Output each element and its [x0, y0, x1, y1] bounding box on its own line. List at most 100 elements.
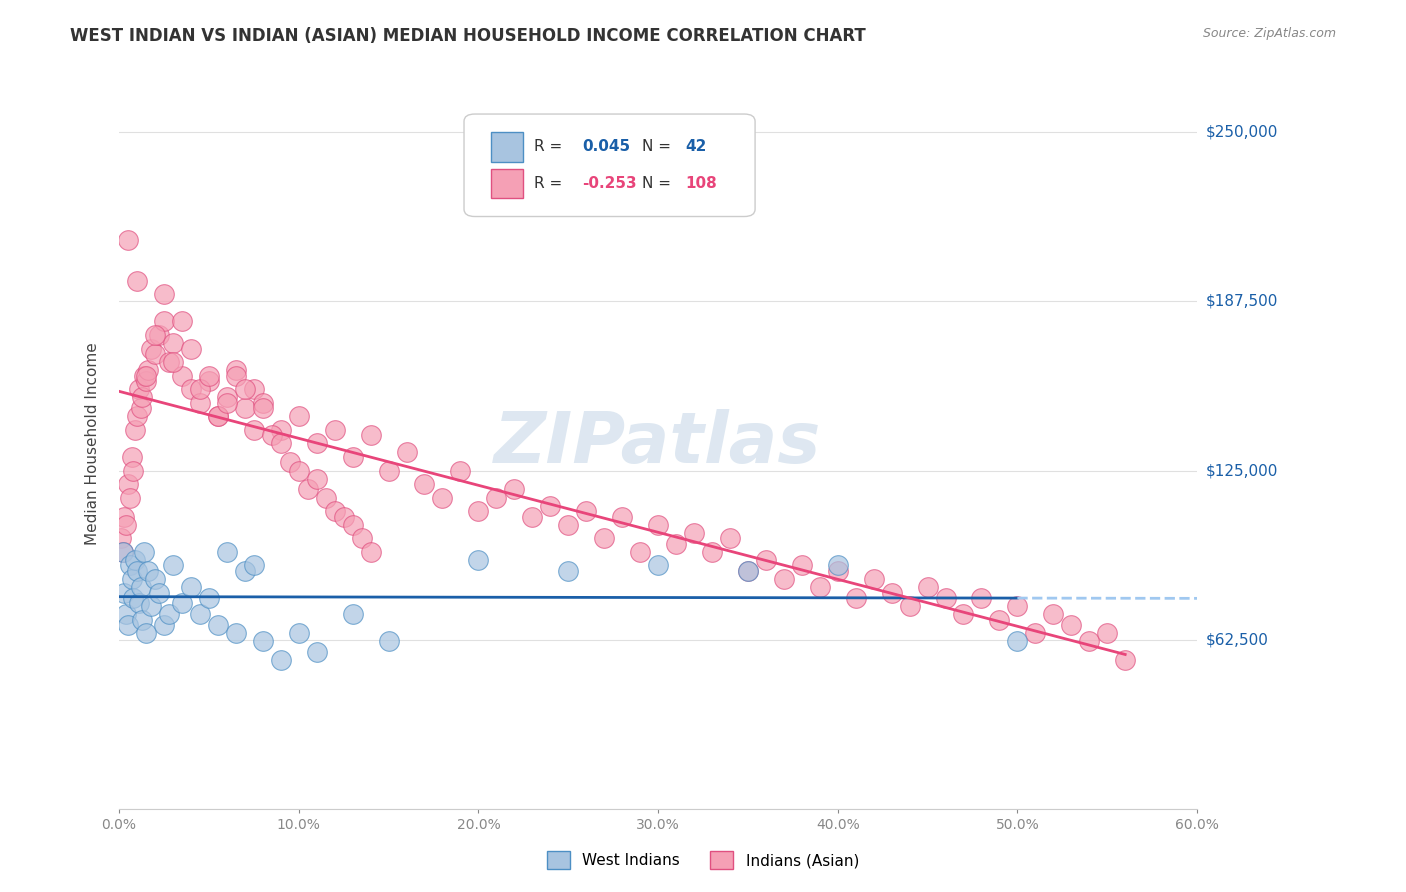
- Point: [342, 607, 364, 622]
- Point: [305, 472, 328, 486]
- Point: [233, 401, 256, 416]
- Point: [297, 483, 319, 497]
- Point: [225, 368, 247, 383]
- Text: ZIPatlas: ZIPatlas: [495, 409, 821, 478]
- Text: 0.045: 0.045: [582, 139, 631, 154]
- Point: [148, 585, 170, 599]
- Point: [128, 382, 150, 396]
- Point: [647, 558, 669, 573]
- Point: [1097, 626, 1119, 640]
- Point: [610, 509, 633, 524]
- Text: 42: 42: [685, 139, 706, 154]
- Text: R =: R =: [534, 139, 562, 154]
- Point: [252, 396, 274, 410]
- Point: [170, 596, 193, 610]
- Point: [148, 328, 170, 343]
- Point: [207, 409, 229, 424]
- Point: [862, 572, 884, 586]
- Point: [225, 363, 247, 377]
- Point: [110, 531, 132, 545]
- Point: [1060, 618, 1083, 632]
- Point: [377, 634, 399, 648]
- Point: [153, 618, 176, 632]
- Point: [898, 599, 921, 613]
- Point: [153, 287, 176, 301]
- Point: [845, 591, 868, 605]
- Point: [162, 336, 184, 351]
- Point: [243, 558, 266, 573]
- Point: [111, 545, 134, 559]
- Point: [233, 564, 256, 578]
- Point: [467, 504, 489, 518]
- Point: [1024, 626, 1046, 640]
- Point: [718, 531, 741, 545]
- Point: [215, 390, 238, 404]
- Point: [125, 564, 148, 578]
- Point: [207, 618, 229, 632]
- Point: [122, 463, 145, 477]
- Point: [395, 444, 418, 458]
- Point: [278, 455, 301, 469]
- Point: [243, 423, 266, 437]
- Point: [665, 537, 688, 551]
- Point: [755, 553, 778, 567]
- Legend: West Indians, Indians (Asian): West Indians, Indians (Asian): [541, 845, 865, 875]
- Point: [129, 401, 152, 416]
- Point: [575, 504, 598, 518]
- Point: [593, 531, 616, 545]
- Point: [700, 545, 723, 559]
- Point: [1078, 634, 1101, 648]
- Point: [413, 477, 436, 491]
- Point: [270, 423, 292, 437]
- Point: [124, 553, 146, 567]
- Point: [342, 450, 364, 464]
- Point: [134, 368, 156, 383]
- Point: [287, 626, 309, 640]
- Point: [1042, 607, 1064, 622]
- Point: [215, 396, 238, 410]
- Point: [134, 545, 156, 559]
- Point: [180, 342, 202, 356]
- Text: $187,500: $187,500: [1206, 293, 1278, 309]
- Point: [315, 491, 337, 505]
- Point: [772, 572, 794, 586]
- Point: [683, 525, 706, 540]
- Point: [790, 558, 813, 573]
- Point: [880, 585, 903, 599]
- Point: [143, 347, 166, 361]
- Point: [162, 355, 184, 369]
- Point: [114, 585, 136, 599]
- Point: [157, 607, 180, 622]
- Point: [118, 491, 141, 505]
- Point: [1007, 634, 1029, 648]
- Point: [522, 509, 544, 524]
- Point: [737, 564, 759, 578]
- Point: [647, 517, 669, 532]
- Point: [360, 428, 382, 442]
- Point: [129, 580, 152, 594]
- Point: [198, 591, 221, 605]
- Point: [143, 572, 166, 586]
- Point: [988, 613, 1011, 627]
- Point: [198, 374, 221, 388]
- Point: [628, 545, 651, 559]
- Point: [449, 463, 471, 477]
- Point: [485, 491, 508, 505]
- Point: [170, 368, 193, 383]
- Point: [827, 564, 849, 578]
- Text: 108: 108: [685, 176, 717, 191]
- Point: [287, 409, 309, 424]
- Point: [135, 368, 157, 383]
- Point: [125, 274, 148, 288]
- FancyBboxPatch shape: [464, 114, 755, 217]
- Point: [252, 634, 274, 648]
- Text: N =: N =: [643, 176, 671, 191]
- Point: [121, 572, 143, 586]
- Point: [1114, 653, 1136, 667]
- Point: [538, 499, 561, 513]
- Point: [157, 355, 180, 369]
- Point: [122, 591, 145, 605]
- Point: [952, 607, 974, 622]
- Point: [243, 382, 266, 396]
- Point: [233, 382, 256, 396]
